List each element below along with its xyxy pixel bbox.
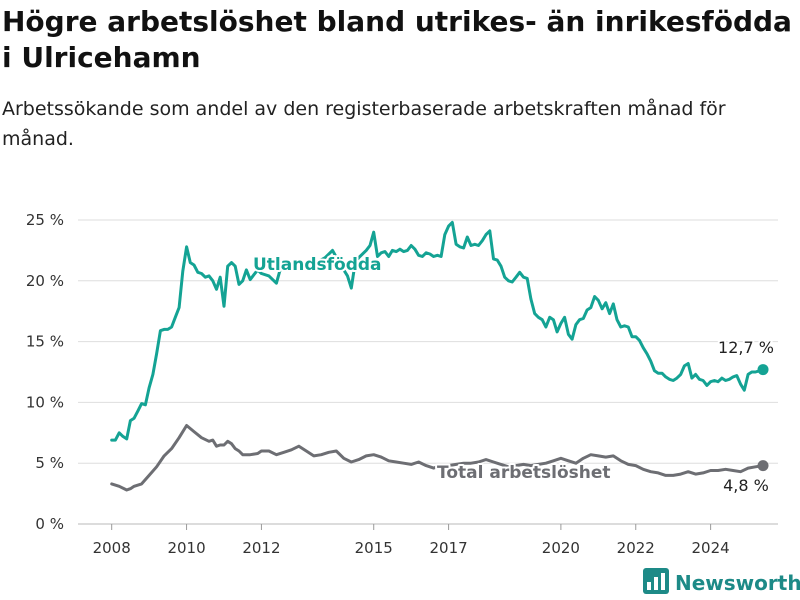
series-label-total-arbetsloshet: Total arbetslöshet <box>437 463 611 483</box>
newsworthy-logo: Newsworthy <box>643 568 800 598</box>
series-lines <box>110 220 769 492</box>
end-point-utlandsfodda <box>757 364 769 376</box>
end-label-total-arbetsloshet: 4,8 % <box>723 476 769 495</box>
x-tick-label: 2010 <box>167 539 205 557</box>
chart-title: Högre arbetslöshet bland utrikes- än inr… <box>2 5 792 74</box>
chart-subtitle: Arbetssökande som andel av den registerb… <box>2 98 726 150</box>
x-tick-label: 2020 <box>542 539 580 557</box>
y-tick-label: 20 % <box>26 272 64 290</box>
brand-name: Newsworthy <box>675 571 800 595</box>
y-tick-label: 5 % <box>35 454 64 472</box>
x-tick-label: 2024 <box>692 539 730 557</box>
series-line-total-arbetsloshet <box>110 424 765 492</box>
end-label-utlandsfodda: 12,7 % <box>718 338 774 357</box>
x-tick-label: 2012 <box>242 539 280 557</box>
x-axis-ticks: 2008 2010 2012 2015 2017 2020 2022 2024 <box>93 524 730 557</box>
series-label-utlandsfodda: Utlandsfödda <box>253 255 382 275</box>
bar-chart-logo-icon <box>643 568 669 598</box>
x-tick-label: 2015 <box>355 539 393 557</box>
y-axis-ticks: 0 % 5 % 10 % 15 % 20 % 25 % <box>26 211 64 533</box>
x-tick-label: 2008 <box>93 539 131 557</box>
x-tick-label: 2017 <box>429 539 467 557</box>
grid-lines <box>78 219 778 525</box>
series-line-utlandsfodda <box>110 220 765 442</box>
y-tick-label: 15 % <box>26 333 64 351</box>
y-tick-label: 25 % <box>26 211 64 229</box>
series-labels: Utlandsfödda Total arbetslöshet 12,7 % 4… <box>251 253 776 497</box>
end-point-total-arbetsloshet <box>757 460 769 472</box>
x-tick-label: 2022 <box>617 539 655 557</box>
y-tick-label: 10 % <box>26 393 64 411</box>
y-tick-label: 0 % <box>35 515 64 533</box>
